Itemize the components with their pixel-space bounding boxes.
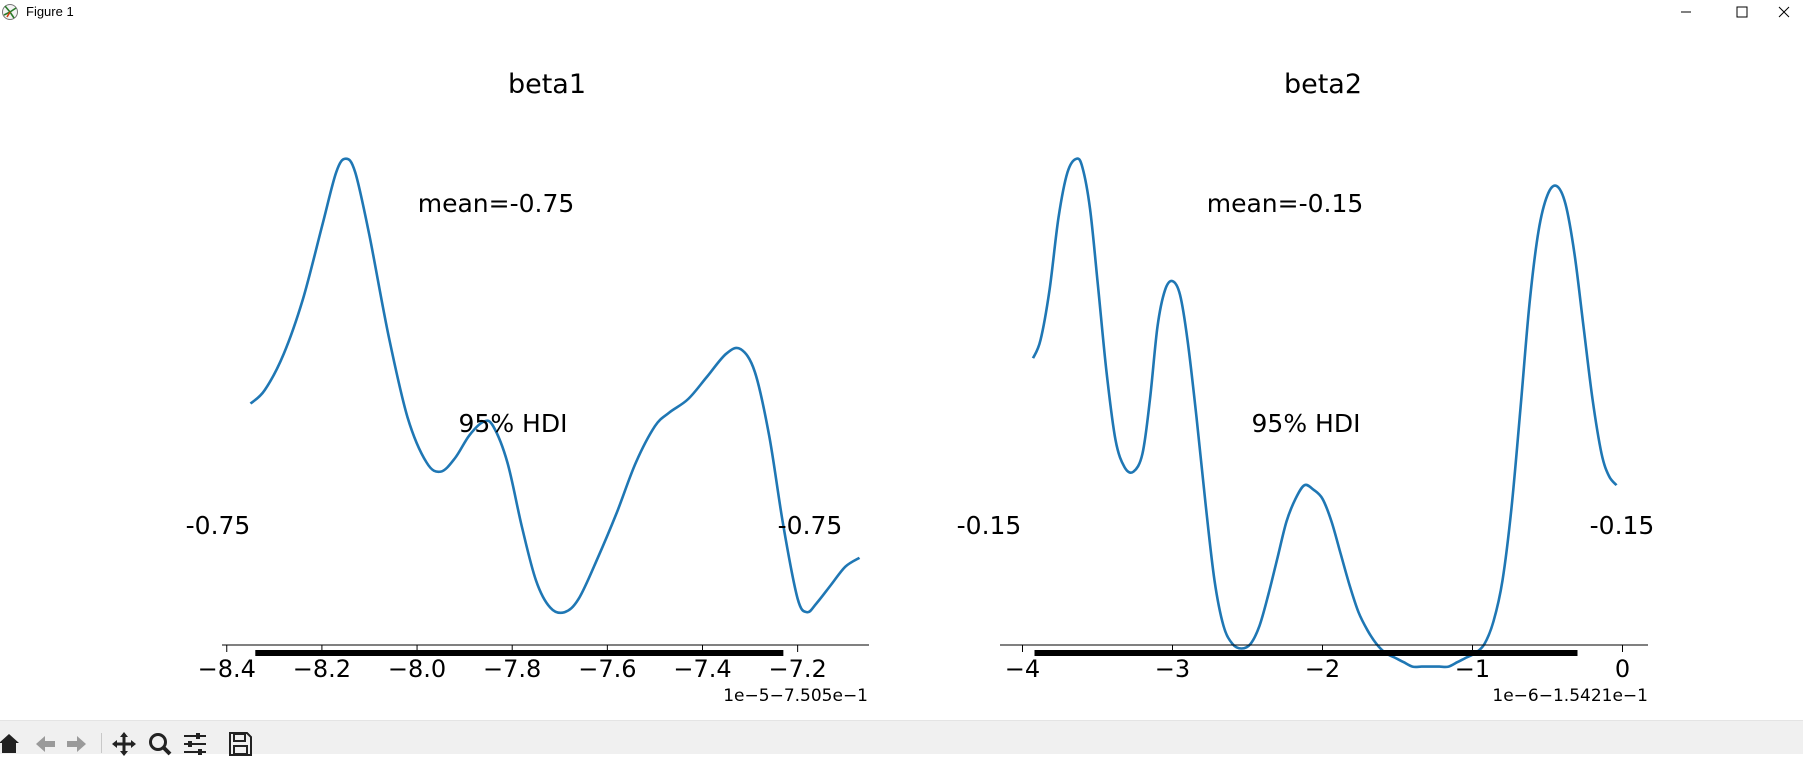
navigation-toolbar	[0, 720, 1803, 756]
zoom-icon	[149, 733, 172, 756]
minimize-icon	[1681, 11, 1691, 13]
x-tick-label: −7.8	[483, 655, 541, 683]
save-button[interactable]	[227, 731, 253, 756]
zoom-button[interactable]	[147, 731, 173, 756]
back-icon	[36, 736, 55, 752]
forward-button[interactable]	[64, 731, 90, 755]
hdi-high-label: -0.15	[1590, 511, 1655, 540]
axis-offset-label: 1e−5−7.505e−1	[723, 686, 868, 706]
maximize-icon	[1736, 6, 1748, 18]
x-tick-label: −7.4	[673, 655, 731, 683]
x-tick-label: −4	[1005, 655, 1040, 683]
matplotlib-icon	[1, 3, 19, 21]
configure-subplots-icon	[184, 733, 206, 755]
x-axis-ticks: −8.4 −8.2 −8.0 −7.8 −7.6 −7.4 −7.2	[198, 645, 827, 683]
subplot-beta2: beta2 mean=-0.15 95% HDI -0.15 -0.15 −4−…	[957, 69, 1655, 706]
subplot-beta1: beta1 mean=-0.75 95% HDI -0.75 -0.75 −8.…	[186, 69, 869, 706]
pan-icon	[112, 732, 136, 756]
subplot-title: beta2	[1284, 69, 1362, 100]
kde-line	[1031, 157, 1618, 669]
pan-button[interactable]	[111, 731, 137, 756]
kde-line	[249, 157, 861, 615]
close-button[interactable]	[1778, 0, 1803, 24]
x-tick-label: −3	[1155, 655, 1190, 683]
home-icon	[0, 734, 19, 753]
x-tick-label: −8.0	[388, 655, 446, 683]
close-icon	[1778, 6, 1790, 18]
toolbar-separator	[101, 733, 102, 753]
maximize-button[interactable]	[1722, 0, 1762, 24]
x-tick-label: −2	[1305, 655, 1340, 683]
figure-canvas: beta1 mean=-0.75 95% HDI -0.75 -0.75 −8.…	[186, 69, 1655, 706]
home-button[interactable]	[0, 731, 22, 755]
x-tick-label: −1	[1455, 655, 1490, 683]
hdi-high-label: -0.75	[778, 511, 843, 540]
x-axis-ticks: −4 −3 −2 −1 0	[1005, 645, 1630, 683]
hdi-low-label: -0.75	[186, 511, 251, 540]
hdi-label: 95% HDI	[1252, 409, 1361, 438]
x-tick-label: −8.2	[293, 655, 351, 683]
window-title: Figure 1	[26, 4, 74, 19]
back-button[interactable]	[32, 731, 58, 755]
x-tick-label: −7.2	[768, 655, 826, 683]
forward-icon	[67, 736, 86, 752]
hdi-low-label: -0.15	[957, 511, 1022, 540]
minimize-button[interactable]	[1666, 0, 1706, 24]
window-titlebar: Figure 1	[0, 0, 1803, 24]
mean-label: mean=-0.15	[1207, 189, 1364, 218]
hdi-label: 95% HDI	[459, 409, 568, 438]
configure-subplots-button[interactable]	[182, 731, 208, 755]
save-icon	[229, 732, 252, 756]
axis-offset-label: 1e−6−1.5421e−1	[1492, 686, 1648, 706]
x-tick-label: −7.6	[578, 655, 636, 683]
mean-label: mean=-0.75	[418, 189, 575, 218]
x-tick-label: 0	[1615, 655, 1630, 683]
subplot-title: beta1	[508, 69, 586, 100]
x-tick-label: −8.4	[198, 655, 256, 683]
